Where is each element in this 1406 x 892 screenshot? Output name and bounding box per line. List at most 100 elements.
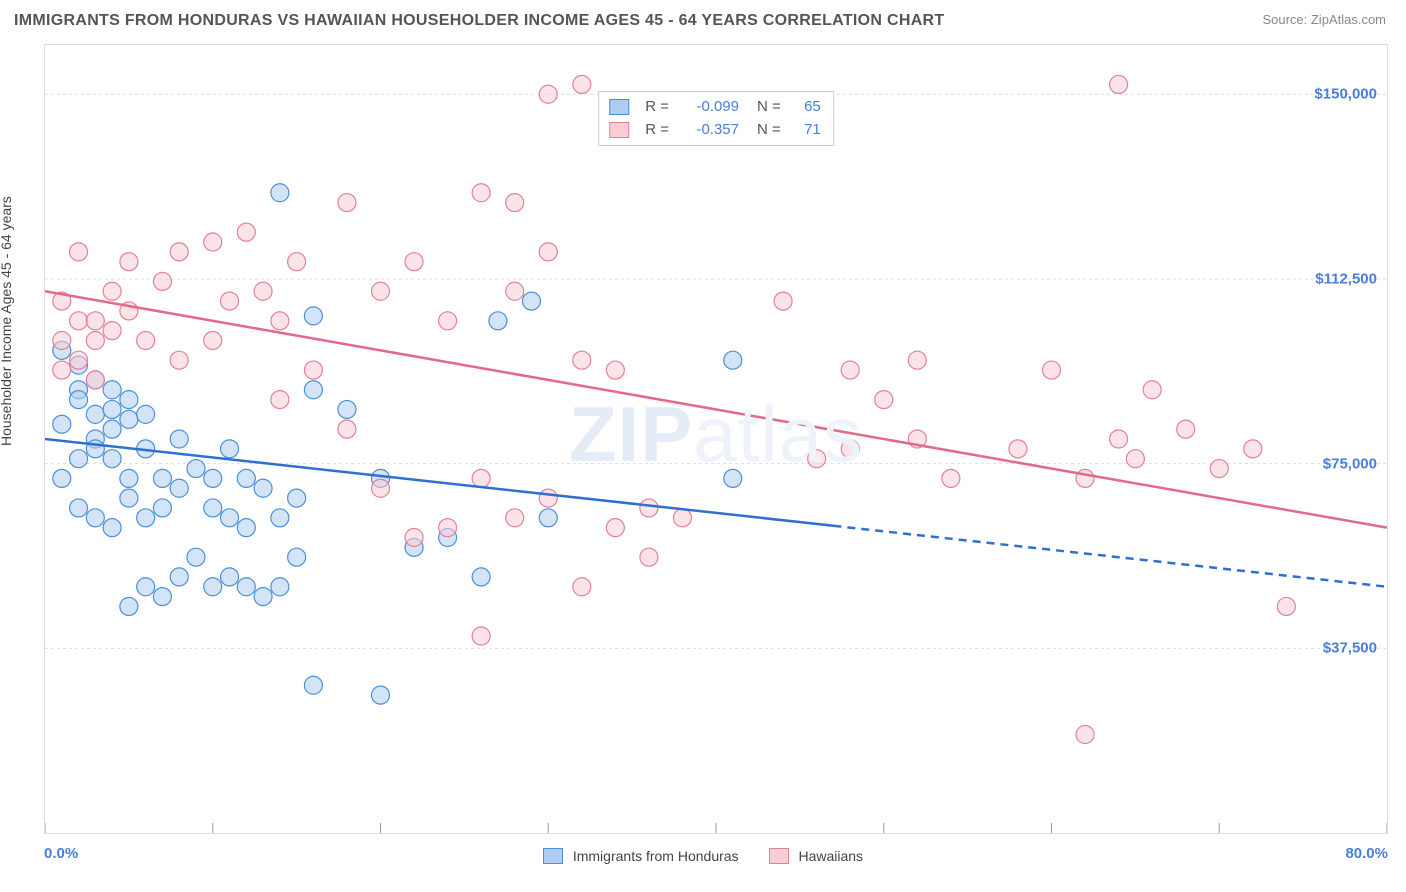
data-point <box>120 391 138 409</box>
y-tick-label: $150,000 <box>1314 86 1377 103</box>
data-point <box>271 184 289 202</box>
data-point <box>472 184 490 202</box>
swatch-pink <box>609 122 629 138</box>
data-point <box>405 529 423 547</box>
data-point <box>70 243 88 261</box>
data-point <box>204 578 222 596</box>
data-point <box>86 405 104 423</box>
data-point <box>204 469 222 487</box>
data-point <box>237 223 255 241</box>
data-point <box>1110 430 1128 448</box>
data-point <box>137 509 155 527</box>
data-point <box>70 450 88 468</box>
data-point <box>254 588 272 606</box>
data-point <box>137 332 155 350</box>
data-point <box>53 332 71 350</box>
data-point <box>53 361 71 379</box>
data-point <box>673 509 691 527</box>
data-point <box>204 499 222 517</box>
data-point <box>841 440 859 458</box>
data-point <box>137 405 155 423</box>
data-point <box>103 400 121 418</box>
y-axis-label: Householder Income Ages 45 - 64 years <box>0 196 14 446</box>
data-point <box>237 469 255 487</box>
data-point <box>724 469 742 487</box>
data-point <box>153 272 171 290</box>
data-point <box>573 351 591 369</box>
data-point <box>271 578 289 596</box>
data-point <box>724 351 742 369</box>
data-point <box>539 85 557 103</box>
correlation-legend: R =-0.099 N =65 R =-0.357 N =71 <box>598 91 834 146</box>
data-point <box>338 194 356 212</box>
data-point <box>1110 75 1128 93</box>
data-point <box>204 233 222 251</box>
data-point <box>221 440 239 458</box>
data-point <box>153 469 171 487</box>
legend-item-hawaiians: Hawaiians <box>769 848 863 864</box>
data-point <box>120 410 138 428</box>
data-point <box>288 548 306 566</box>
data-point <box>86 509 104 527</box>
trend-line <box>45 291 1387 527</box>
data-point <box>86 332 104 350</box>
data-point <box>942 469 960 487</box>
data-point <box>573 75 591 93</box>
swatch-hawaiians <box>769 848 789 864</box>
data-point <box>774 292 792 310</box>
data-point <box>875 391 893 409</box>
data-point <box>204 332 222 350</box>
source-label: Source: ZipAtlas.com <box>1262 12 1386 27</box>
data-point <box>338 420 356 438</box>
data-point <box>86 371 104 389</box>
data-point <box>1177 420 1195 438</box>
data-point <box>53 469 71 487</box>
data-point <box>606 519 624 537</box>
data-point <box>539 509 557 527</box>
data-point <box>103 381 121 399</box>
bottom-legend: Immigrants from Honduras Hawaiians <box>0 848 1406 864</box>
data-point <box>271 509 289 527</box>
data-point <box>1277 597 1295 615</box>
data-point <box>103 282 121 300</box>
data-point <box>606 361 624 379</box>
data-point <box>237 519 255 537</box>
data-point <box>271 391 289 409</box>
data-point <box>439 519 457 537</box>
data-point <box>120 253 138 271</box>
data-point <box>304 676 322 694</box>
data-point <box>70 312 88 330</box>
data-point <box>153 499 171 517</box>
data-point <box>170 568 188 586</box>
data-point <box>304 361 322 379</box>
y-tick-label: $112,500 <box>1315 270 1377 287</box>
data-point <box>304 307 322 325</box>
scatter-plot-svg <box>45 45 1387 833</box>
chart-title: IMMIGRANTS FROM HONDURAS VS HAWAIIAN HOU… <box>14 12 944 30</box>
data-point <box>137 578 155 596</box>
data-point <box>271 312 289 330</box>
data-point <box>573 578 591 596</box>
data-point <box>221 509 239 527</box>
data-point <box>103 519 121 537</box>
data-point <box>103 420 121 438</box>
data-point <box>170 479 188 497</box>
data-point <box>53 415 71 433</box>
data-point <box>221 292 239 310</box>
data-point <box>489 312 507 330</box>
data-point <box>304 381 322 399</box>
data-point <box>288 489 306 507</box>
data-point <box>640 499 658 517</box>
data-point <box>472 469 490 487</box>
data-point <box>908 351 926 369</box>
data-point <box>1076 726 1094 744</box>
data-point <box>70 499 88 517</box>
data-point <box>405 253 423 271</box>
legend-row-blue: R =-0.099 N =65 <box>609 96 821 119</box>
data-point <box>170 351 188 369</box>
data-point <box>539 243 557 261</box>
data-point <box>70 391 88 409</box>
data-point <box>120 597 138 615</box>
data-point <box>1009 440 1027 458</box>
data-point <box>170 430 188 448</box>
